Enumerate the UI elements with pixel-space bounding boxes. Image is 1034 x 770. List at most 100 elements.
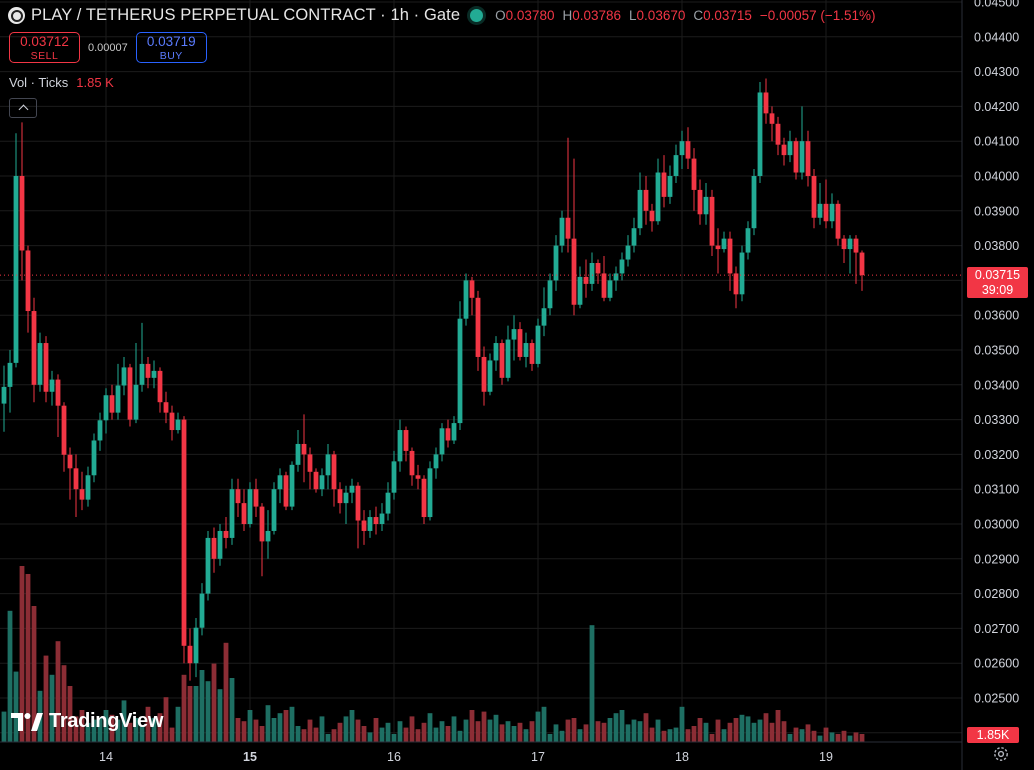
volume-bar bbox=[841, 730, 847, 742]
candle-body bbox=[565, 217, 571, 239]
volume-bar bbox=[421, 722, 427, 742]
volume-bar bbox=[757, 719, 763, 742]
price-tick-label: 0.04100 bbox=[974, 135, 1019, 149]
volume-bar bbox=[43, 655, 49, 742]
volume-bar bbox=[115, 719, 121, 742]
symbol-legend: PLAY / TETHERUS PERPETUAL CONTRACT · 1h … bbox=[8, 6, 876, 25]
volume-bar bbox=[763, 713, 769, 742]
candle-body bbox=[805, 141, 811, 176]
volume-bar bbox=[649, 727, 655, 742]
price-axis[interactable]: 0.04500 0.04400 0.04300 0.04200 0.04100 0.040… bbox=[961, 0, 1019, 770]
volume-bar bbox=[379, 727, 385, 742]
price-tick-label: 0.04300 bbox=[974, 65, 1019, 79]
volume-bar bbox=[139, 726, 145, 742]
volume-bar bbox=[745, 716, 751, 742]
volume-bar bbox=[373, 718, 379, 742]
volume-bar bbox=[655, 719, 661, 742]
candle-body bbox=[799, 141, 805, 173]
candle-body bbox=[13, 176, 19, 363]
candle-body bbox=[595, 263, 601, 274]
settings-gear-icon[interactable] bbox=[992, 745, 1010, 763]
time-axis[interactable]: 14 15 16 17 18 19 bbox=[0, 741, 962, 764]
candle-body bbox=[121, 367, 127, 386]
buy-button[interactable]: 0.03719 BUY bbox=[135, 32, 207, 63]
candle-body bbox=[103, 395, 109, 421]
volume-bar bbox=[691, 726, 697, 742]
candle-body bbox=[385, 492, 391, 514]
candle-body bbox=[313, 471, 319, 490]
volume-bar bbox=[319, 716, 325, 742]
volume-bar bbox=[769, 722, 775, 742]
candle-body bbox=[289, 464, 295, 507]
volume-bar bbox=[727, 722, 733, 742]
candle-body bbox=[175, 419, 181, 431]
candle-body bbox=[463, 280, 469, 319]
volume-bar bbox=[493, 714, 499, 742]
candle-body bbox=[583, 276, 589, 284]
trade-buttons: 0.03712 SELL 0.00007 0.03719 BUY bbox=[9, 32, 207, 63]
volume-bar bbox=[301, 729, 307, 742]
price-tick-label: 0.03200 bbox=[974, 448, 1019, 462]
price-tick-label: 0.03000 bbox=[974, 518, 1019, 532]
candle-body bbox=[85, 475, 91, 500]
candle-body bbox=[319, 475, 325, 490]
candle-body bbox=[307, 454, 313, 472]
volume-legend[interactable]: Vol · Ticks 1.85 K bbox=[9, 75, 114, 90]
volume-bar bbox=[709, 734, 715, 742]
collapse-legend-button[interactable] bbox=[9, 98, 37, 118]
volume-bar bbox=[601, 722, 607, 742]
candle-body bbox=[115, 385, 121, 413]
candle-body bbox=[727, 238, 733, 274]
volume-bar bbox=[277, 713, 283, 742]
candle-body bbox=[109, 395, 115, 413]
volume-bars bbox=[1, 566, 865, 742]
candle-body bbox=[553, 245, 559, 281]
volume-bar bbox=[793, 727, 799, 742]
candle-body bbox=[511, 329, 517, 340]
volume-bar bbox=[535, 711, 541, 742]
volume-bar bbox=[61, 665, 67, 742]
volume-bar bbox=[733, 718, 739, 742]
volume-bar bbox=[241, 721, 247, 742]
symbol-title[interactable]: PLAY / TETHERUS PERPETUAL CONTRACT · 1h … bbox=[31, 6, 461, 24]
price-tick-label: 0.04200 bbox=[974, 100, 1019, 114]
volume-bar bbox=[619, 710, 625, 742]
tradingview-logo[interactable]: TradingView bbox=[11, 710, 163, 733]
volume-bar bbox=[505, 721, 511, 742]
volume-bar bbox=[91, 719, 97, 742]
candle-body bbox=[259, 506, 265, 542]
high-value: 0.03786 bbox=[572, 8, 622, 23]
price-tick-label: 0.03900 bbox=[974, 204, 1019, 218]
candle-body bbox=[67, 454, 73, 469]
volume-bar bbox=[355, 719, 361, 742]
volume-bar bbox=[781, 721, 787, 742]
candle-body bbox=[475, 297, 481, 357]
candle-body bbox=[649, 210, 655, 222]
candle-body bbox=[535, 325, 541, 364]
volume-bar bbox=[97, 718, 103, 742]
volume-legend-label: Vol · Ticks bbox=[9, 75, 69, 90]
volume-bar bbox=[589, 625, 595, 742]
volume-bar bbox=[739, 714, 745, 742]
price-tick-label: 0.03300 bbox=[974, 413, 1019, 427]
volume-bar bbox=[673, 727, 679, 742]
candle-body bbox=[73, 468, 79, 490]
price-tick-label: 0.02900 bbox=[974, 552, 1019, 566]
market-status-icon[interactable] bbox=[470, 9, 484, 22]
volume-bar bbox=[259, 726, 265, 742]
volume-bar bbox=[481, 711, 487, 742]
volume-bar bbox=[553, 724, 559, 742]
volume-bar bbox=[469, 710, 475, 742]
volume-bar bbox=[679, 706, 685, 742]
candle-body bbox=[847, 238, 853, 250]
volume-bar bbox=[145, 706, 151, 742]
candle-body bbox=[715, 245, 721, 250]
volume-bar bbox=[775, 710, 781, 742]
candle-body bbox=[199, 593, 205, 628]
candle-body bbox=[691, 158, 697, 190]
candle-body bbox=[283, 475, 289, 507]
sell-button[interactable]: 0.03712 SELL bbox=[9, 32, 80, 63]
volume-bar bbox=[247, 710, 253, 742]
last-price-value: 0.03715 bbox=[974, 268, 1021, 283]
